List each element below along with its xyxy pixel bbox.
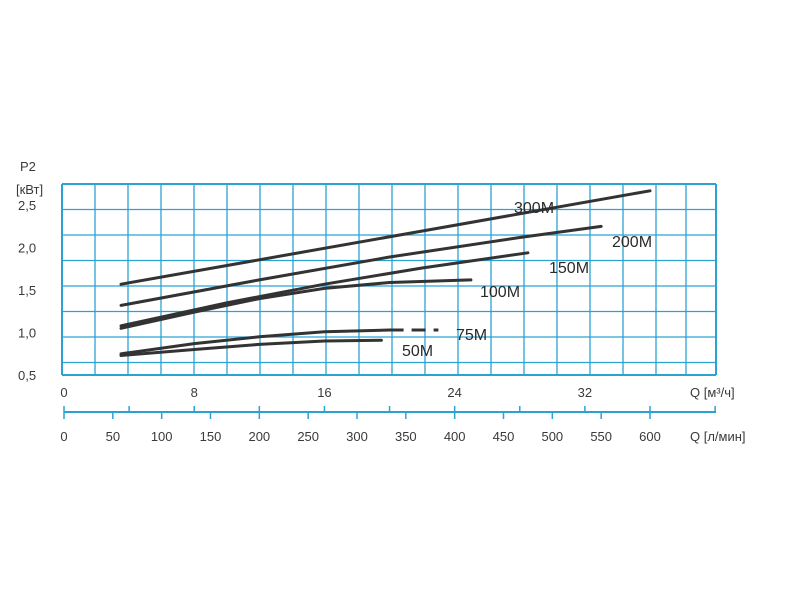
curve-100M [119, 278, 473, 330]
x-axis-secondary: 0 50 100 150 200 250 300 350 400 450 500 550 600 [60, 406, 716, 444]
x-tick-label: 8 [191, 385, 198, 400]
x2-tick-label: 100 [151, 429, 173, 444]
curve-50M [119, 338, 383, 357]
series-label-100M: 100M [480, 284, 520, 301]
y-tick-label: 2,0 [18, 241, 36, 256]
y-axis-unit: [кВт] [16, 182, 43, 197]
x2-tick-label: 150 [200, 429, 222, 444]
x2-tick-label: 200 [248, 429, 270, 444]
x2-tick-label: 50 [106, 429, 120, 444]
x-axis-secondary-title: Q [л/мин] [690, 429, 746, 444]
y-axis-title: P2 [20, 159, 36, 174]
x2-tick-label: 400 [444, 429, 466, 444]
x-tick-label: 24 [447, 385, 461, 400]
x2-tick-label: 600 [639, 429, 661, 444]
series-label-75M: 75M [456, 327, 487, 344]
x-axis-primary-title: Q [м³/ч] [690, 385, 735, 400]
x2-tick-label: 350 [395, 429, 417, 444]
x-tick-label: 32 [578, 385, 592, 400]
chart-grid [61, 183, 717, 376]
x2-tick-label: 300 [346, 429, 368, 444]
series-label-200M: 200M [612, 234, 652, 251]
chart-curves: 300M 200M 150M 100M 75M 50M [119, 189, 652, 360]
series-label-50M: 50M [402, 343, 433, 360]
x2-tick-label: 550 [590, 429, 612, 444]
x-axis-primary: 0 8 16 24 32 [60, 385, 592, 400]
x2-tick-label: 450 [493, 429, 515, 444]
x2-tick-label: 500 [541, 429, 563, 444]
series-label-150M: 150M [549, 260, 589, 277]
curve-75M [119, 328, 392, 356]
x2-tick-label: 0 [60, 429, 67, 444]
curve-300M [119, 189, 652, 286]
x-tick-label: 16 [317, 385, 331, 400]
y-tick-label: 2,5 [18, 198, 36, 213]
y-tick-label: 1,5 [18, 283, 36, 298]
y-tick-label: 1,0 [18, 326, 36, 341]
y-axis: P2 [кВт] 0,5 1,0 1,5 2,0 2,5 [16, 159, 43, 383]
y-tick-label: 0,5 [18, 368, 36, 383]
series-label-300M: 300M [514, 200, 554, 217]
curve-200M [119, 224, 603, 307]
x2-tick-label: 250 [297, 429, 319, 444]
x-tick-label: 0 [60, 385, 67, 400]
curve-150M [119, 251, 530, 328]
